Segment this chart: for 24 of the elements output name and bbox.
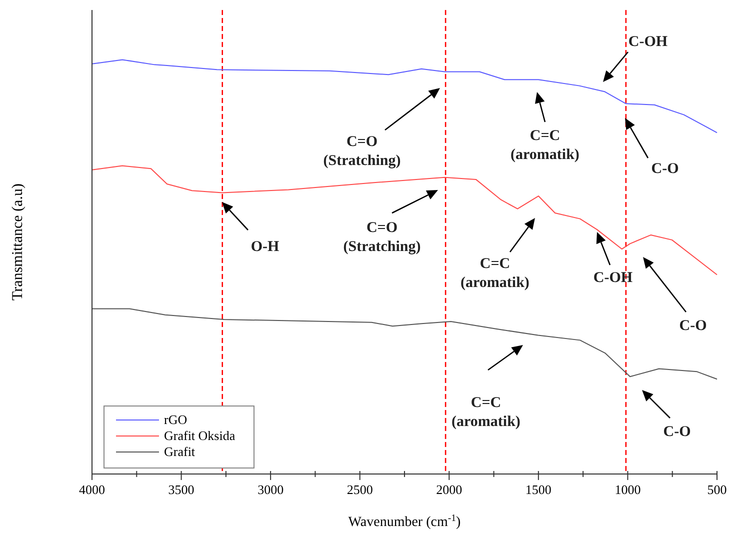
x-tick-label: 1000 bbox=[614, 482, 641, 497]
annotation: C-O bbox=[663, 424, 691, 440]
annotation: C=O (Stratching) bbox=[343, 220, 421, 255]
x-tick-label: 3000 bbox=[258, 482, 284, 497]
x-tick-label: 1500 bbox=[525, 482, 552, 497]
annotation: C=O (Stratching) bbox=[323, 134, 401, 169]
x-axis-title: Wavenumber (cm$^{-1}$) bbox=[348, 512, 462, 530]
legend-label: rGO bbox=[164, 412, 188, 427]
legend-label: Grafit Oksida bbox=[164, 428, 236, 443]
legend-label: Grafit bbox=[164, 444, 196, 459]
annotation: C=C (aromatik) bbox=[460, 256, 530, 291]
text: C-OH bbox=[628, 34, 668, 50]
x-tick-label: 3500 bbox=[168, 482, 194, 497]
x-tick-label: 500 bbox=[707, 482, 727, 497]
annotation: C=C (aromatik) bbox=[510, 128, 580, 163]
x-tick-label: 2500 bbox=[346, 482, 373, 497]
x-tick-label: 2000 bbox=[436, 482, 462, 497]
x-tick-label: 4000 bbox=[79, 482, 105, 497]
annotation: C=C (aromatik) bbox=[452, 395, 520, 430]
annotation: C-O bbox=[679, 318, 707, 334]
y-axis-title: Transmittance (a.u) bbox=[10, 184, 26, 300]
annotation: C-OH bbox=[593, 270, 633, 286]
annotation: C-O bbox=[651, 161, 679, 177]
annotation: O-H bbox=[250, 239, 280, 255]
